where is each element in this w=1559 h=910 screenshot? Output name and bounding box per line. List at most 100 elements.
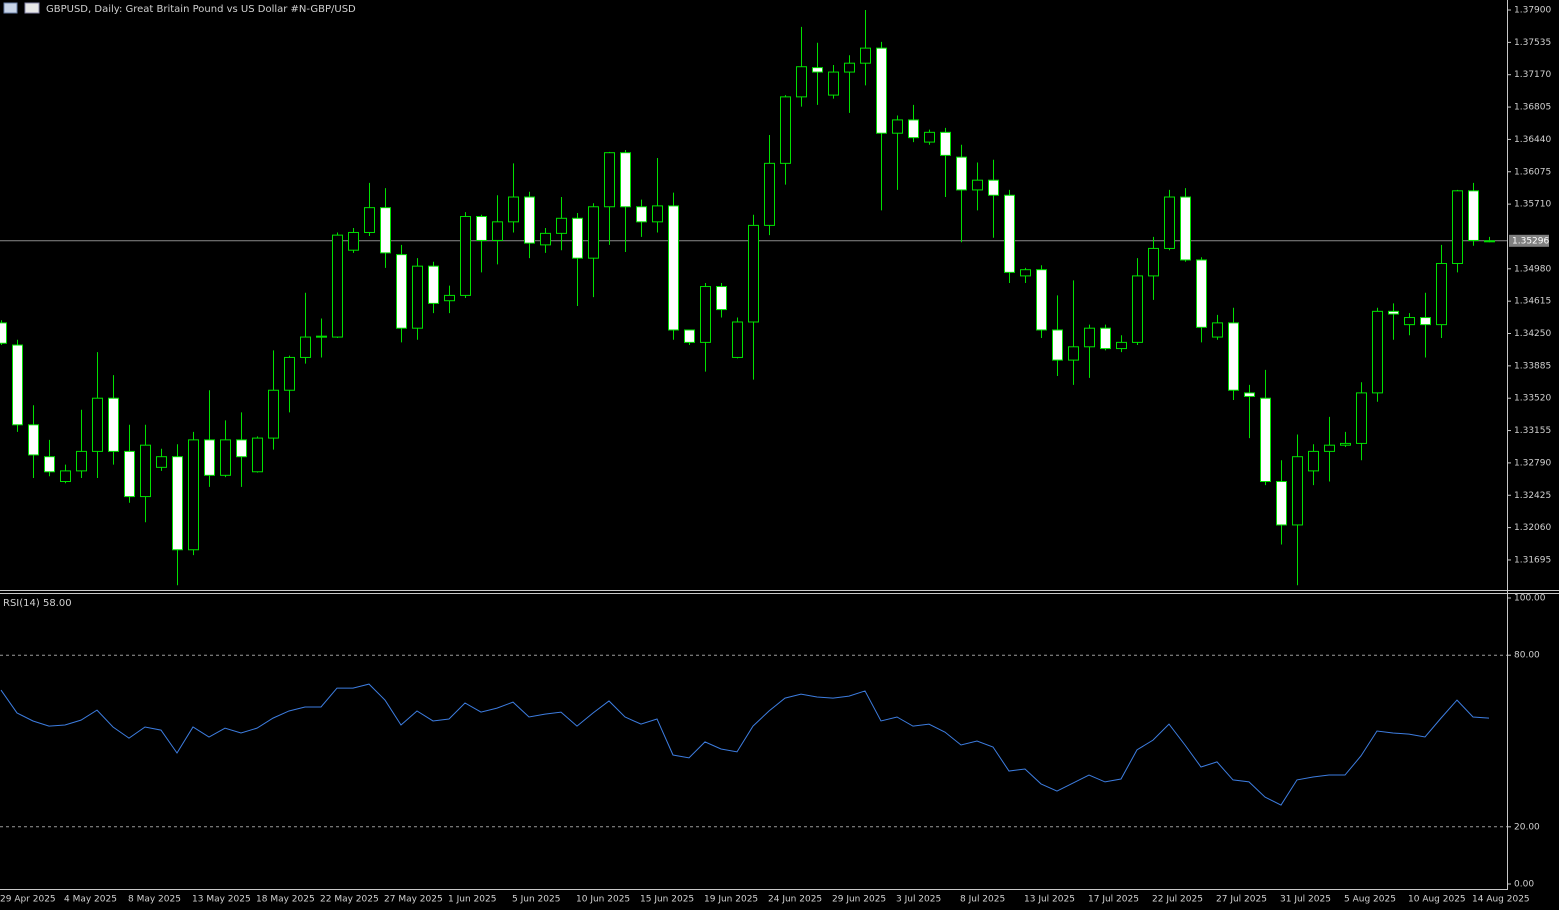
x-tick-label: 22 Jul 2025 <box>1152 895 1203 905</box>
candle-body <box>860 47 871 64</box>
candle-body <box>732 321 743 358</box>
y-tick-label: 1.32060 <box>1514 523 1551 533</box>
candle-body <box>1164 196 1175 249</box>
candle-body <box>652 205 663 223</box>
candle-body <box>172 456 183 551</box>
candle-body <box>1132 275 1143 343</box>
candle-body <box>1020 269 1031 277</box>
y-tick-label: 1.33155 <box>1514 426 1551 436</box>
candle-body <box>540 232 551 246</box>
candle-body <box>812 67 823 73</box>
candle-body <box>1468 190 1479 241</box>
candle-body <box>108 397 119 452</box>
y-tick-label: 1.34615 <box>1514 297 1551 307</box>
candle-body <box>908 119 919 139</box>
y-tick-label: 1.36440 <box>1514 135 1551 145</box>
y-tick-label: 0.00 <box>1514 880 1534 890</box>
candle-body <box>44 456 55 473</box>
candle-body <box>284 356 295 391</box>
y-tick-label: 100.00 <box>1514 594 1546 604</box>
y-tick-label: 1.34250 <box>1514 329 1551 339</box>
candle-body <box>1084 327 1095 348</box>
candle-body <box>1388 310 1399 315</box>
candle-body <box>476 216 487 241</box>
candle-body <box>636 206 647 223</box>
menu-icon[interactable] <box>3 2 18 14</box>
candle-body <box>156 456 167 468</box>
candle-body <box>572 217 583 259</box>
candle-body <box>92 397 103 452</box>
y-tick-label: 1.32425 <box>1514 491 1551 501</box>
candle-body <box>764 162 775 226</box>
candle-body <box>1244 392 1255 397</box>
candle-body <box>236 439 247 458</box>
candle-body <box>972 179 983 191</box>
candle-body <box>524 196 535 244</box>
candle-body <box>1484 240 1495 243</box>
candle-body <box>1324 444 1335 452</box>
last-price-label: 1.35296 <box>1512 236 1549 246</box>
candle-body <box>492 221 503 241</box>
candle-body <box>364 207 375 233</box>
y-tick-label: 1.37170 <box>1514 70 1551 80</box>
candle-body <box>508 196 519 223</box>
candle-body <box>1260 397 1271 483</box>
candle-body <box>1036 269 1047 331</box>
candle-body <box>1308 450 1319 472</box>
candle-body <box>12 344 23 426</box>
y-tick-label: 1.35710 <box>1514 200 1551 210</box>
x-tick-label: 5 Jun 2025 <box>512 895 560 905</box>
x-tick-label: 10 Aug 2025 <box>1408 895 1466 905</box>
candle-body <box>828 71 839 96</box>
candle-body <box>716 286 727 311</box>
x-tick-label: 13 May 2025 <box>192 895 251 905</box>
x-tick-label: 3 Jul 2025 <box>896 895 941 905</box>
x-tick-label: 18 May 2025 <box>256 895 315 905</box>
y-tick-label: 80.00 <box>1514 651 1540 661</box>
candle-body <box>892 119 903 134</box>
candle-body <box>300 336 311 358</box>
candle-body <box>1148 247 1159 277</box>
chart-icon[interactable] <box>24 2 40 14</box>
candle-body <box>444 294 455 302</box>
candle-body <box>700 286 711 343</box>
candle-body <box>876 47 887 134</box>
x-tick-label: 1 Jun 2025 <box>448 895 496 905</box>
candle-body <box>1404 317 1415 326</box>
candle-body <box>748 224 759 323</box>
candle-body <box>460 216 471 296</box>
candle-body <box>188 439 199 551</box>
candle-body <box>332 234 343 338</box>
candle-body <box>588 206 599 259</box>
x-tick-label: 10 Jun 2025 <box>576 895 630 905</box>
x-tick-label: 24 Jun 2025 <box>768 895 822 905</box>
chart-title: GBPUSD, Daily: Great Britain Pound vs US… <box>46 4 356 15</box>
x-tick-label: 8 Jul 2025 <box>960 895 1005 905</box>
candle-body <box>220 439 231 476</box>
candle-body <box>76 450 87 472</box>
y-tick-label: 1.34980 <box>1514 264 1551 274</box>
y-tick-label: 20.00 <box>1514 822 1540 832</box>
candle-body <box>1116 341 1127 350</box>
candle-body <box>1452 190 1463 264</box>
x-tick-label: 19 Jun 2025 <box>704 895 758 905</box>
candle-body <box>620 152 631 208</box>
y-tick-label: 1.37900 <box>1514 6 1551 16</box>
x-tick-label: 22 May 2025 <box>320 895 379 905</box>
candle-body <box>684 329 695 343</box>
candle-body <box>844 62 855 73</box>
candle-body <box>348 231 359 251</box>
candle-body <box>1052 329 1063 361</box>
candle-body <box>668 205 679 331</box>
x-tick-label: 15 Jun 2025 <box>640 895 694 905</box>
y-tick-label: 1.36075 <box>1514 167 1551 177</box>
rsi-line <box>0 683 1490 806</box>
candle-body <box>988 179 999 196</box>
candle-body <box>1100 327 1111 350</box>
x-tick-label: 14 Aug 2025 <box>1472 895 1530 905</box>
candle-body <box>1228 322 1239 391</box>
candle-body <box>1340 442 1351 446</box>
